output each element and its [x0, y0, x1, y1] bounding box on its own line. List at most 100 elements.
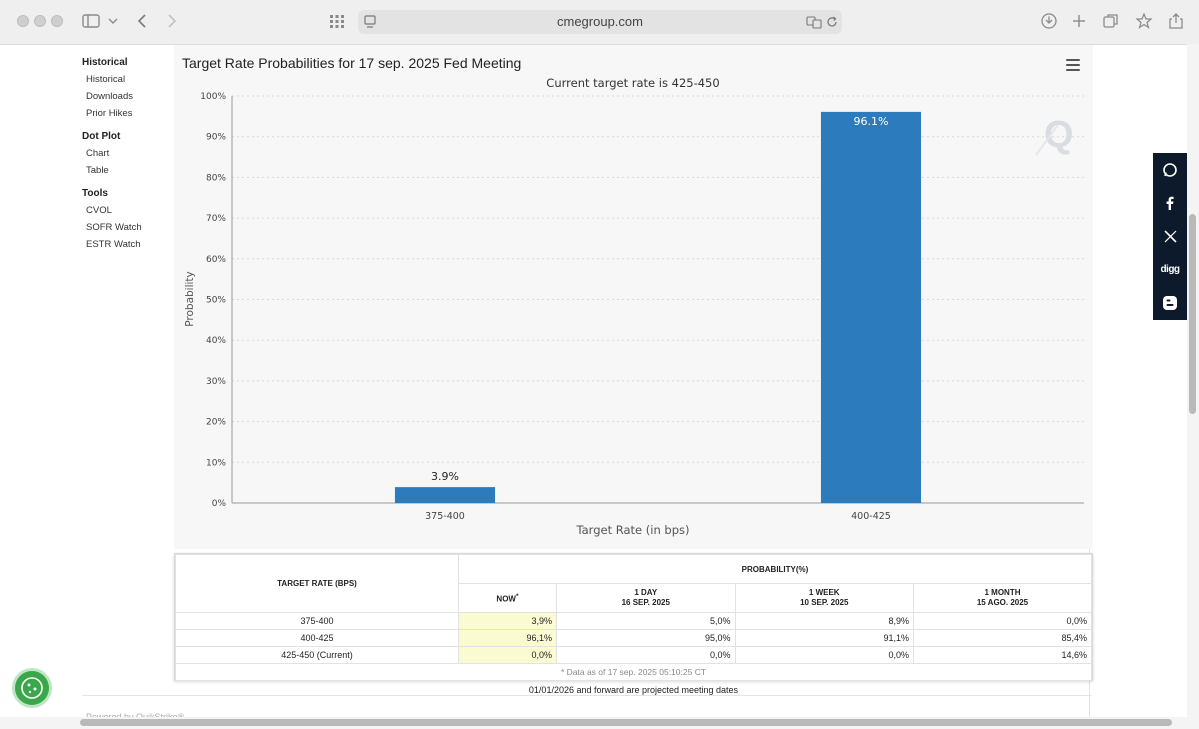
- chart-subtitle: Current target rate is 425-450: [546, 76, 719, 90]
- table-row: 375-400 3,9% 5,0% 8,9% 0,0%: [175, 612, 1092, 630]
- chart-bar[interactable]: [394, 487, 496, 503]
- table-header-1-month: 1 MONTH 15 AGO. 2025: [913, 583, 1092, 613]
- chart-y-tick-label: 50%: [206, 296, 226, 306]
- vertical-scrollbar[interactable]: [1187, 44, 1199, 729]
- chart-menu-icon[interactable]: [1066, 59, 1080, 71]
- download-icon[interactable]: [1039, 11, 1059, 31]
- nav-link-table[interactable]: Table: [86, 165, 109, 176]
- probability-table: TARGET RATE (BPS) PROBABILITY(%) NOW* 1 …: [175, 554, 1092, 681]
- chart-axes: 0% 10% 20% 30% 40% 50% 60% 70% 80% 90% 100% 375-400…: [200, 92, 1084, 522]
- nav-link-historical[interactable]: Historical: [86, 74, 126, 85]
- chart-y-tick-label: 100%: [200, 92, 226, 102]
- table-cell-1-week: 0,0%: [734, 646, 914, 664]
- table-header-1-week-label: 1 WEEK: [808, 588, 840, 597]
- page-settings-icon[interactable]: [363, 14, 377, 30]
- nav-link-cvol[interactable]: CVOL: [86, 205, 112, 216]
- table-header-1-day-date: 16 SEP. 2025: [621, 598, 670, 607]
- table-cell-1-day: 0,0%: [556, 646, 736, 664]
- probability-table-container: TARGET RATE (BPS) PROBABILITY(%) NOW* 1 …: [174, 553, 1093, 681]
- minimize-window-button[interactable]: [34, 15, 46, 27]
- table-cell-1-week: 91,1%: [734, 629, 914, 647]
- digg-icon[interactable]: digg: [1160, 264, 1180, 275]
- nav-link-chart[interactable]: Chart: [86, 148, 110, 159]
- table-header-now-label: NOW: [496, 594, 516, 604]
- chart-y-tick-label: 60%: [206, 255, 226, 265]
- chart-y-tick-label: 90%: [206, 133, 226, 143]
- table-as-of-note: * Data as of 17 sep. 2025 05:10:25 CT: [175, 663, 1092, 681]
- table-cell-1-month: 0,0%: [913, 612, 1092, 630]
- translate-icon[interactable]: [806, 15, 822, 29]
- chevron-down-icon[interactable]: [106, 11, 120, 31]
- table-cell-1-week: 8,9%: [734, 612, 914, 630]
- chart-y-tick-label: 30%: [206, 377, 226, 387]
- nav-link-prior-hikes[interactable]: Prior Hikes: [86, 108, 133, 119]
- table-cell-now: 0,0%: [458, 646, 557, 664]
- share-icon[interactable]: [1166, 11, 1186, 31]
- table-cell-1-day: 95,0%: [556, 629, 736, 647]
- chart-y-tick-label: 0%: [212, 499, 227, 509]
- url-text: cmegroup.com: [557, 14, 643, 29]
- blogger-icon[interactable]: [1153, 286, 1187, 319]
- table-cell-rate: 400-425: [175, 629, 459, 647]
- forward-icon[interactable]: [162, 11, 182, 31]
- table-cell-1-day: 5,0%: [556, 612, 736, 630]
- browser-toolbar: cmegroup.com: [0, 0, 1199, 45]
- back-icon[interactable]: [132, 11, 152, 31]
- table-row: 400-425 96,1% 95,0% 91,1% 85,4%: [175, 629, 1092, 647]
- table-header-1-week: 1 WEEK 10 SEP. 2025: [734, 583, 914, 613]
- nav-group-tools: Tools: [82, 188, 108, 199]
- whatsapp-icon[interactable]: [1153, 153, 1187, 186]
- facebook-icon[interactable]: [1153, 186, 1187, 219]
- table-row: 425-450 (Current) 0,0% 0,0% 0,0% 14,6%: [175, 646, 1092, 664]
- chart-bar[interactable]: [820, 111, 922, 504]
- chart-data-label: 3.9%: [431, 470, 459, 483]
- table-header-probability: PROBABILITY(%): [458, 554, 1092, 584]
- sidebar-toggle-icon[interactable]: [81, 11, 101, 31]
- social-share-bar: digg: [1153, 153, 1187, 320]
- reload-icon[interactable]: [825, 15, 839, 29]
- nav-link-sofr-watch[interactable]: SOFR Watch: [86, 222, 142, 233]
- chart-y-tick-label: 70%: [206, 214, 226, 224]
- table-cell-rate: 375-400: [175, 612, 459, 630]
- vertical-scroll-thumb[interactable]: [1189, 214, 1196, 414]
- table-header-now-mark: *: [515, 592, 519, 600]
- cookie-icon: [21, 677, 43, 699]
- chart-bars: 3.9% 96.1%: [394, 111, 922, 504]
- chart-y-tick-label: 80%: [206, 173, 226, 183]
- address-bar[interactable]: cmegroup.com: [358, 10, 842, 34]
- close-window-button[interactable]: [17, 15, 29, 27]
- table-cell-now: 3,9%: [458, 612, 557, 630]
- footer-divider: [82, 695, 1092, 696]
- table-header-1-week-date: 10 SEP. 2025: [800, 598, 849, 607]
- zoom-window-button[interactable]: [51, 15, 63, 27]
- copy-tab-icon[interactable]: [1101, 11, 1121, 31]
- horizontal-scrollbar[interactable]: [0, 717, 1187, 729]
- quikstrike-watermark-icon: Q: [1035, 114, 1074, 156]
- bookmark-star-icon[interactable]: [1134, 11, 1154, 31]
- chart-title: Target Rate Probabilities for 17 sep. 20…: [182, 55, 522, 71]
- probability-bar-chart: 0% 10% 20% 30% 40% 50% 60% 70% 80% 90% 100% 375-400…: [184, 76, 1084, 537]
- table-header-target-rate: TARGET RATE (BPS): [175, 554, 459, 613]
- tab-overview-icon[interactable]: [327, 11, 347, 31]
- nav-link-estr-watch[interactable]: ESTR Watch: [86, 239, 141, 250]
- x-icon[interactable]: [1153, 220, 1187, 253]
- table-header-1-month-date: 15 AGO. 2025: [976, 598, 1029, 607]
- projected-dates-note: 01/01/2026 and forward are projected mee…: [528, 685, 739, 695]
- table-cell-1-month: 85,4%: [913, 629, 1092, 647]
- nav-group-historical: Historical: [82, 57, 128, 68]
- chart-x-tick-label: 400-425: [851, 511, 891, 522]
- chart-gridlines: [232, 95, 1084, 463]
- new-tab-icon[interactable]: [1069, 11, 1089, 31]
- chart-panel: [174, 45, 1093, 549]
- nav-link-downloads[interactable]: Downloads: [86, 91, 133, 102]
- horizontal-scroll-thumb[interactable]: [80, 719, 1172, 726]
- table-header-1-day-label: 1 DAY: [634, 588, 658, 597]
- table-cell-rate: 425-450 (Current): [175, 646, 459, 664]
- chart-y-tick-label: 20%: [206, 418, 226, 428]
- cookie-settings-button[interactable]: [12, 668, 52, 708]
- table-header-now: NOW*: [458, 583, 557, 613]
- chart-x-tick-label: 375-400: [425, 511, 465, 522]
- chart-x-axis-label: Target Rate (in bps): [576, 523, 690, 537]
- table-header-1-day: 1 DAY 16 SEP. 2025: [556, 583, 736, 613]
- chart-y-axis-label: Probability: [184, 271, 196, 327]
